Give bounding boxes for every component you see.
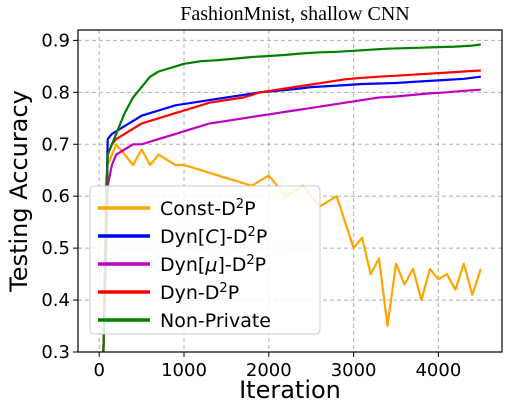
legend-label: Dyn-D2P	[160, 281, 239, 305]
chart-title: FashionMnist, shallow CNN	[180, 3, 409, 25]
legend-label: Dyn[C]-D2P	[160, 225, 267, 249]
legend-label: Dyn[μ]-D2P	[160, 253, 266, 277]
series-line-3	[102, 69, 481, 353]
y-tick-label: 0.7	[41, 134, 70, 155]
x-tick-label: 0	[93, 360, 104, 381]
legend-label: Const-D2P	[160, 197, 256, 221]
legend-label: Non-Private	[160, 310, 271, 332]
legend: Const-D2P Dyn[C]-D2P Dyn[μ]-D2P Dyn-D2P Non-…	[89, 185, 321, 335]
y-tick-label: 0.6	[41, 186, 70, 207]
legend-box	[89, 185, 321, 335]
plot-frame	[77, 29, 503, 353]
y-axis-label: Testing Accuracy	[5, 90, 33, 293]
axis-ticks: 0 1000 2000 3000 4000 0.3 0.4 0.5 0.6 0.7 0.8 0.9	[41, 30, 461, 381]
y-tick-label: 0.5	[41, 238, 70, 259]
x-tick-label: 2000	[246, 360, 292, 381]
x-tick-label: 4000	[415, 360, 461, 381]
y-tick-label: 0.9	[41, 30, 70, 51]
y-tick-label: 0.3	[41, 342, 70, 363]
y-tick-label: 0.4	[41, 290, 70, 311]
y-tick-label: 0.8	[41, 82, 70, 103]
x-tick-label: 3000	[331, 360, 377, 381]
x-axis-label: Iteration	[239, 376, 341, 404]
series-line-2	[102, 88, 481, 353]
series-line-4	[102, 43, 481, 353]
x-tick-label: 1000	[161, 360, 207, 381]
